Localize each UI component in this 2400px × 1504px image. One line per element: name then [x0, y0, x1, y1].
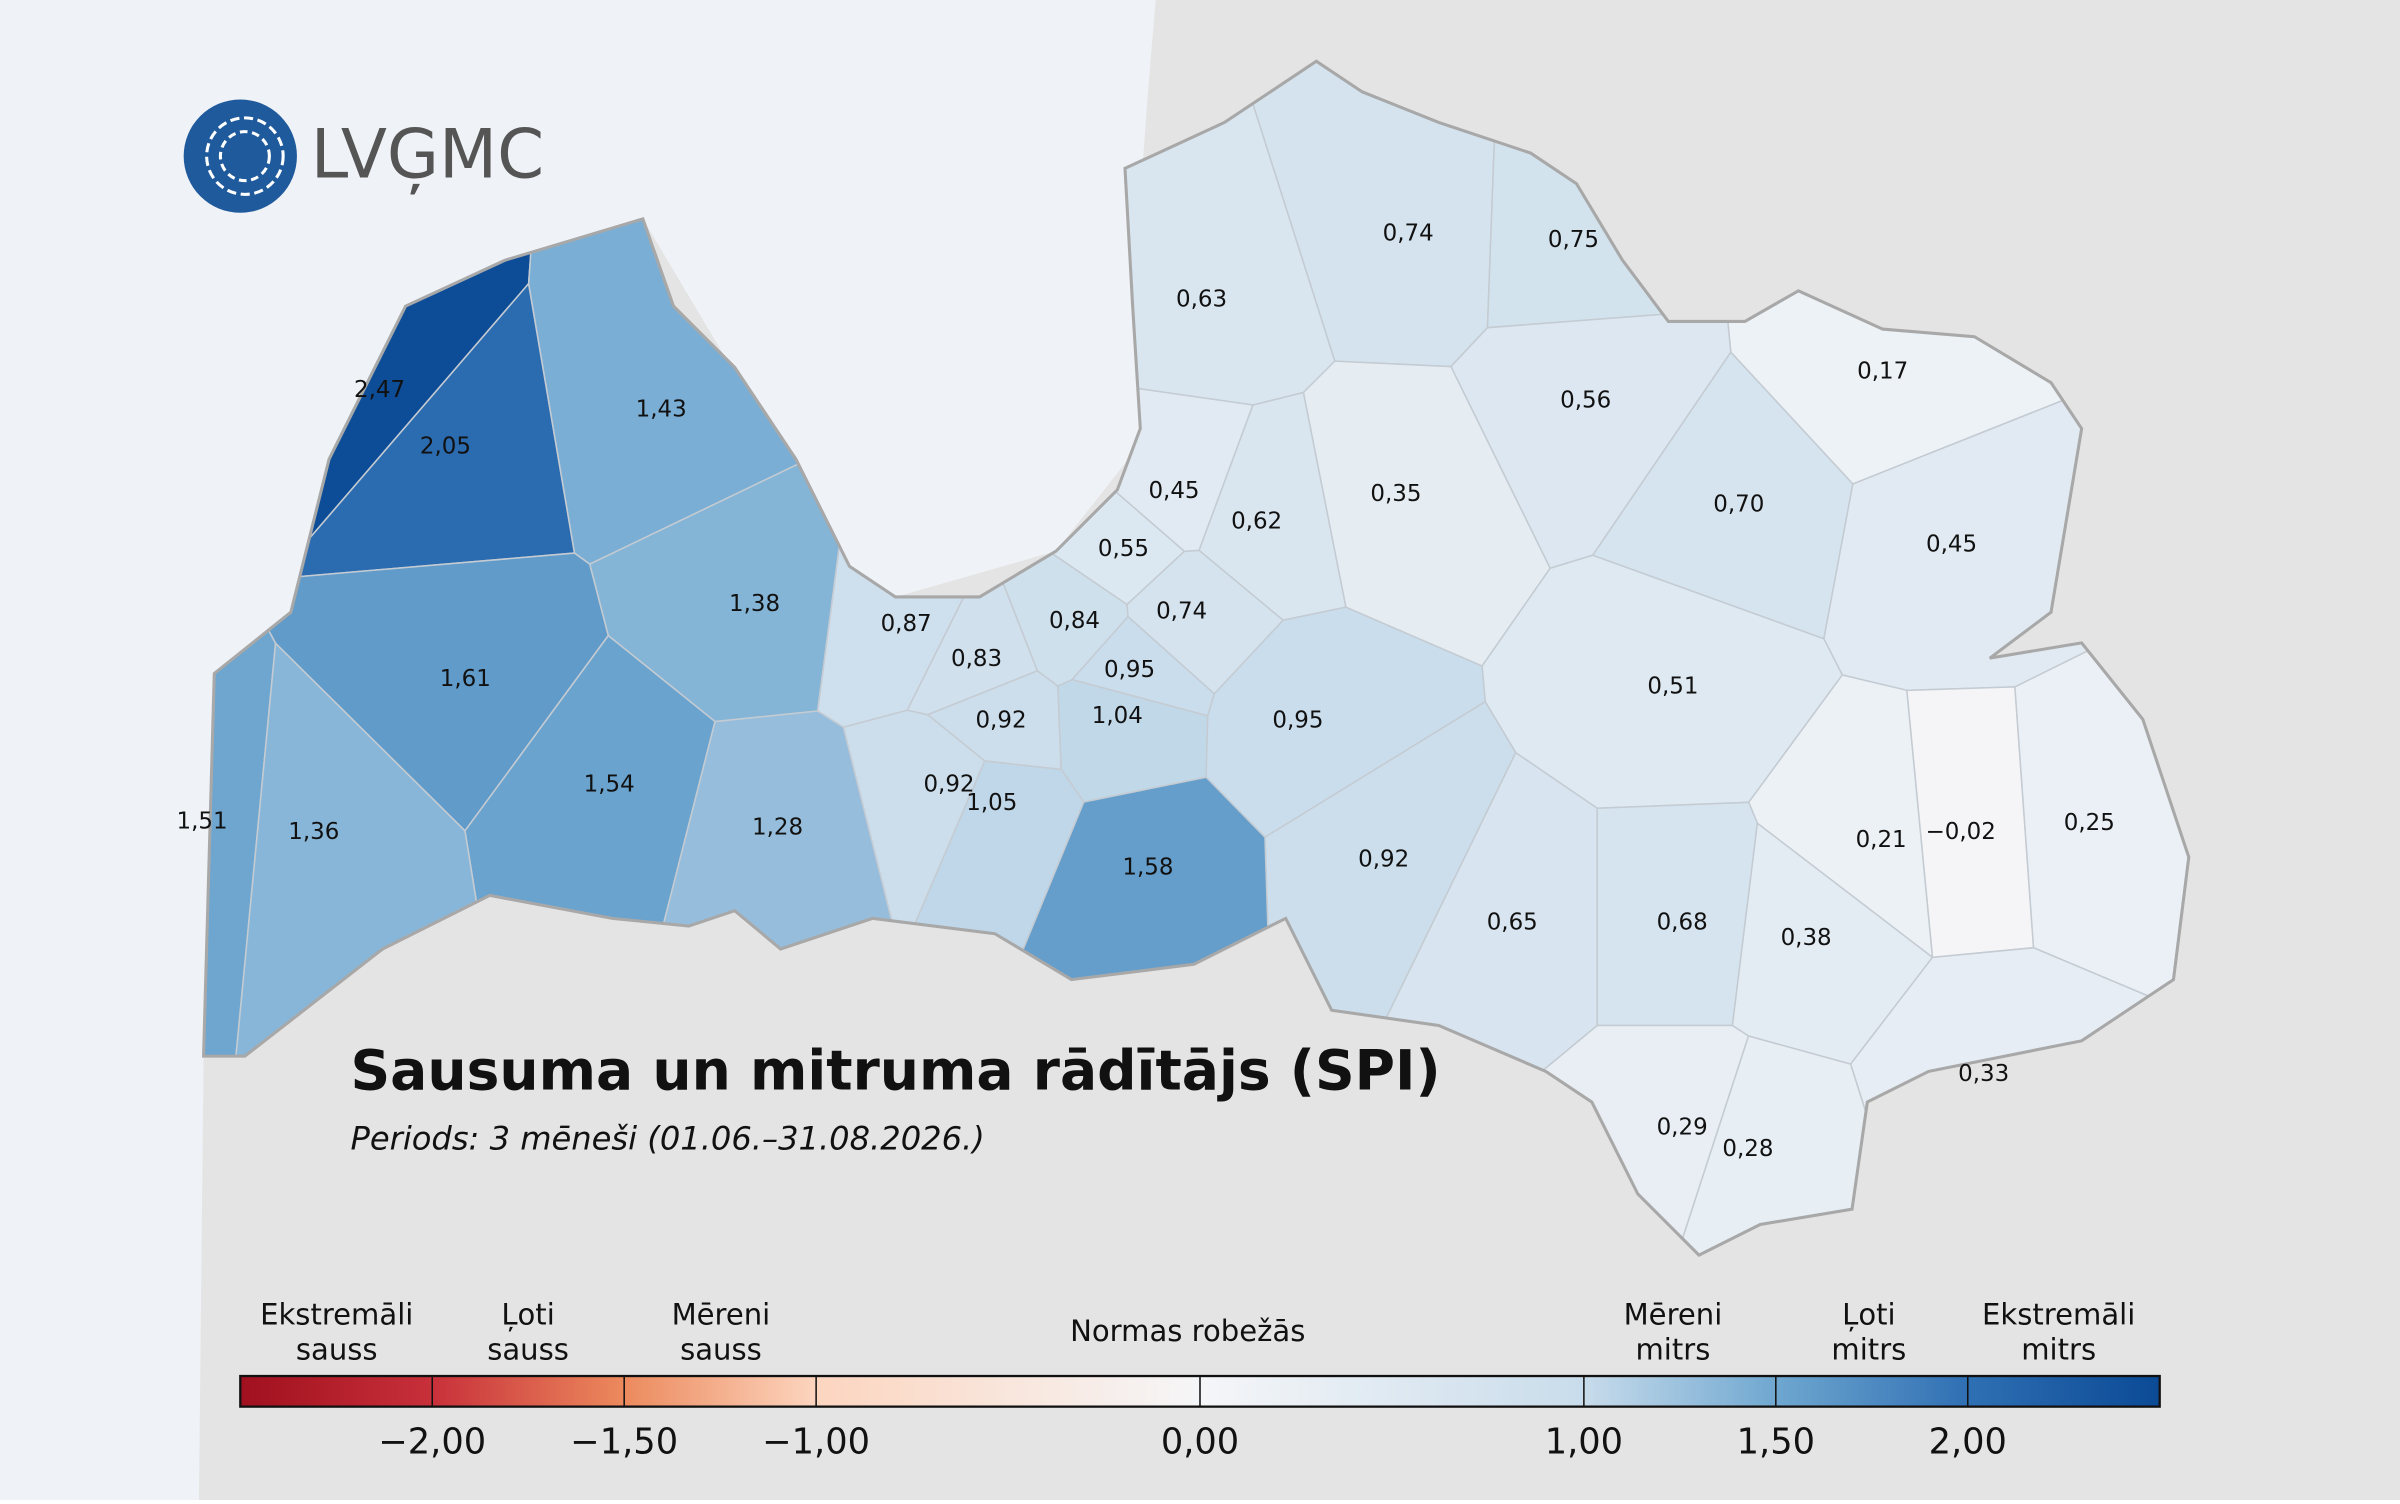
legend-class-label: Ļoti [1842, 1297, 1895, 1331]
region-label: 0,38 [1781, 925, 1832, 951]
legend-class-label: Ekstremāli [1982, 1297, 2135, 1331]
region-label: 1,58 [1122, 854, 1173, 880]
region-label: 0,87 [881, 611, 932, 637]
subtitle: Periods: 3 mēneši (01.06.–31.08.2026.) [351, 1119, 985, 1157]
region-label: 0,21 [1856, 827, 1907, 853]
region-label: −0,02 [1926, 819, 1996, 845]
region-label: 1,54 [584, 772, 635, 798]
region-label: 2,05 [420, 433, 471, 459]
region-label: 0,74 [1156, 599, 1207, 625]
legend-class-label: Mēreni [672, 1297, 771, 1331]
region-label: 0,92 [975, 707, 1026, 733]
region-label: 1,61 [440, 666, 491, 692]
sea [0, 0, 1156, 1500]
legend-class-label: Ļoti [501, 1297, 554, 1331]
region-labels: 0,74 0,75 0,63 0,17 0,56 2,47 2,05 1,43 0,45 0,35… [177, 221, 2115, 1162]
region-label: 1,28 [752, 815, 803, 841]
legend-class-label: sauss [296, 1333, 378, 1367]
region-label: 1,43 [636, 397, 687, 423]
region-label: 0,29 [1657, 1115, 1708, 1141]
colorbar-tick-label: 1,00 [1545, 1421, 1623, 1462]
region-label: 1,04 [1092, 703, 1143, 729]
region-label: 2,47 [354, 377, 405, 403]
region-label: 0,92 [1358, 847, 1409, 873]
colorbar-tick-label: −1,00 [762, 1421, 870, 1462]
colorbar-tick-label: 2,00 [1929, 1421, 2007, 1462]
region-label: 0,74 [1383, 221, 1434, 247]
region-label: 1,05 [966, 790, 1017, 816]
region-label: 0,56 [1560, 388, 1611, 414]
region-label: 0,35 [1370, 481, 1421, 507]
region-label: 0,92 [923, 772, 974, 798]
region-label: 0,17 [1857, 358, 1908, 384]
colorbar-tick-label: −1,50 [570, 1421, 678, 1462]
legend-class-label: mitrs [1635, 1333, 1710, 1367]
region-label: 0,45 [1148, 478, 1199, 504]
legend-class-label: sauss [680, 1333, 762, 1367]
region-label: 0,95 [1104, 657, 1155, 683]
region-label: 0,65 [1487, 909, 1538, 935]
region-label: 1,51 [177, 808, 228, 834]
region-label: 0,55 [1098, 536, 1149, 562]
legend-class-label: mitrs [1831, 1333, 1906, 1367]
region-label: 0,45 [1926, 531, 1977, 557]
colorbar-tick-label: 1,50 [1737, 1421, 1815, 1462]
legend: −2,00 −1,50 −1,00 0,00 1,00 1,50 2,00 Ekstremāl… [260, 1297, 2135, 1462]
colorbar-tick-label: 0,00 [1161, 1421, 1239, 1462]
region-label: 0,28 [1722, 1136, 1773, 1162]
logo-mark [183, 99, 297, 213]
logo-text: LVĢMC [311, 115, 544, 195]
legend-class-label: Normas robežās [1070, 1314, 1305, 1348]
logo-mark [205, 116, 285, 196]
region-label: 1,38 [729, 591, 780, 617]
region-label: 0,63 [1176, 287, 1227, 313]
region-label: 0,68 [1657, 909, 1708, 935]
region-label: 0,62 [1231, 508, 1282, 534]
legend-class-label: sauss [487, 1333, 569, 1367]
region-label: 0,25 [2064, 810, 2115, 836]
region-label: 0,95 [1272, 707, 1323, 733]
colorbar-tick-label: −2,00 [378, 1421, 486, 1462]
legend-class-label: Ekstremāli [260, 1297, 413, 1331]
region-label: 0,70 [1713, 492, 1764, 518]
legend-class-label: Mēreni [1624, 1297, 1723, 1331]
title: Sausuma un mitruma rādītājs (SPI) [351, 1039, 1441, 1103]
region-label: 0,33 [1958, 1061, 2009, 1087]
region-label: 0,75 [1548, 227, 1599, 253]
legend-class-label: mitrs [2021, 1333, 2096, 1367]
logo-mark [218, 130, 271, 183]
region-label: 0,51 [1647, 674, 1698, 700]
region-label: 0,84 [1049, 608, 1100, 634]
region-label: 0,83 [951, 646, 1002, 672]
region-label: 1,36 [288, 819, 339, 845]
logo: LVĢMC [183, 99, 544, 213]
